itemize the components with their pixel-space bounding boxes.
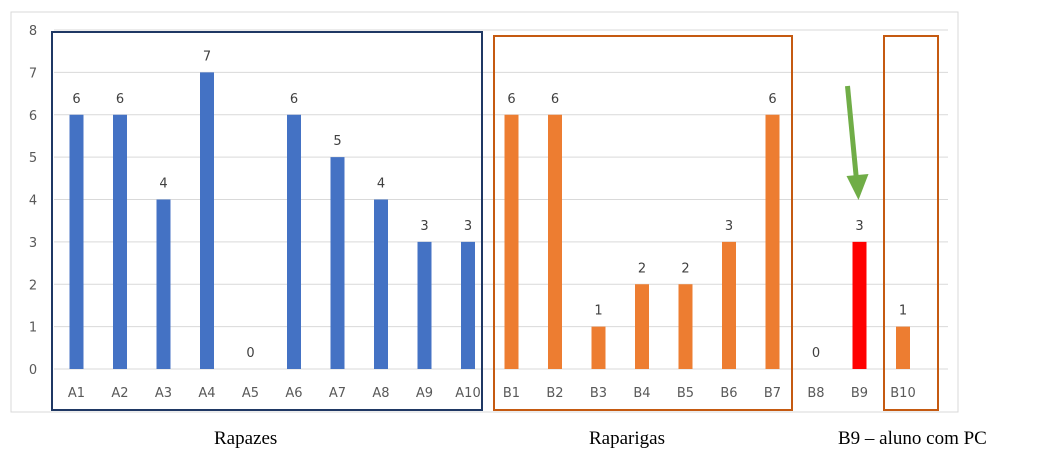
x-tick-label-a9: A9 [416,386,433,401]
x-tick-label-b9: B9 [851,386,868,401]
x-tick-label-b10: B10 [890,386,915,401]
x-tick-label-b3: B3 [590,386,607,401]
data-label-b2: 6 [551,92,559,107]
data-label-a7: 5 [333,134,341,149]
y-tick-label: 5 [29,151,37,166]
data-label-a10: 3 [464,219,472,234]
x-tick-label-a4: A4 [198,386,215,401]
x-tick-label-a2: A2 [111,386,128,401]
data-label-b7: 6 [768,92,776,107]
y-tick-label: 2 [29,278,37,293]
highlight-arrow-icon [845,85,869,200]
bar-b2 [548,114,562,369]
x-tick-label-a6: A6 [285,386,302,401]
data-label-a5: 0 [246,346,254,361]
y-tick-label: 8 [29,24,37,39]
y-tick-label: 1 [29,321,37,336]
bar-a8 [374,199,388,369]
y-tick-label: 0 [29,363,37,378]
bar-b6 [722,241,736,369]
bar-b10 [896,326,910,369]
bars [69,72,910,369]
bar-a6 [287,114,301,369]
group-box-b10 [883,35,939,411]
bar-a9 [417,241,432,369]
y-axis-ticks: 0 1 2 3 4 5 6 7 8 [29,24,37,378]
data-label-a4: 7 [203,49,211,64]
data-labels: 6 6 4 7 0 6 5 4 3 3 6 6 1 2 2 3 6 0 3 1 [72,49,907,361]
data-label-a8: 4 [377,177,385,192]
x-tick-label-a5: A5 [242,386,259,401]
caption-rapazes: Rapazes [214,428,278,449]
data-label-b10: 1 [899,304,907,319]
data-label-a2: 6 [116,92,124,107]
data-label-b1: 6 [507,92,515,107]
data-label-a3: 4 [159,177,167,192]
arrow-shaft [845,85,859,181]
x-tick-label-a8: A8 [372,386,389,401]
group-boxes [51,31,939,411]
bar-b7 [765,114,780,369]
x-tick-label-a10: A10 [455,386,480,401]
data-label-b6: 3 [725,219,733,234]
data-label-b9: 3 [855,219,863,234]
bar-b4 [635,284,649,369]
y-tick-label: 7 [29,66,37,81]
x-tick-label-b1: B1 [503,386,520,401]
group-box-raparigas [493,35,793,411]
y-tick-label: 4 [29,194,37,209]
bar-a2 [113,114,127,369]
data-label-b4: 2 [638,261,646,276]
arrow-head [846,174,869,200]
x-tick-label-b7: B7 [764,386,781,401]
x-tick-label-a7: A7 [329,386,346,401]
bar-a3 [156,199,171,369]
bar-b9 [852,241,867,369]
x-tick-label-a1: A1 [68,386,85,401]
data-label-b5: 2 [681,261,689,276]
x-tick-label-b2: B2 [546,386,563,401]
x-tick-label-b5: B5 [677,386,694,401]
group-box-rapazes [51,31,483,411]
bar-b1 [504,114,519,369]
data-label-a9: 3 [420,219,428,234]
y-tick-label: 3 [29,236,37,251]
data-label-a1: 6 [72,92,80,107]
bar-b5 [678,284,693,369]
caption-b9-note: B9 – aluno com PC [838,428,987,449]
data-label-b3: 1 [594,304,602,319]
x-tick-label-b6: B6 [720,386,737,401]
x-axis-ticks: A1 A2 A3 A4 A5 A6 A7 A8 A9 A10 B1 B2 B3 B4 B5 B6 B7 B8 B9 B… [68,386,916,401]
y-tick-label: 6 [29,109,37,124]
bar-a1 [69,114,84,369]
bar-a4 [200,72,214,369]
x-tick-label-b8: B8 [807,386,824,401]
x-tick-label-a3: A3 [155,386,172,401]
caption-raparigas: Raparigas [589,428,665,449]
data-label-b8: 0 [812,346,820,361]
bar-a7 [330,157,345,369]
x-tick-label-b4: B4 [633,386,650,401]
bar-a10 [461,241,475,369]
data-label-a6: 6 [290,92,298,107]
bar-b3 [591,326,606,369]
